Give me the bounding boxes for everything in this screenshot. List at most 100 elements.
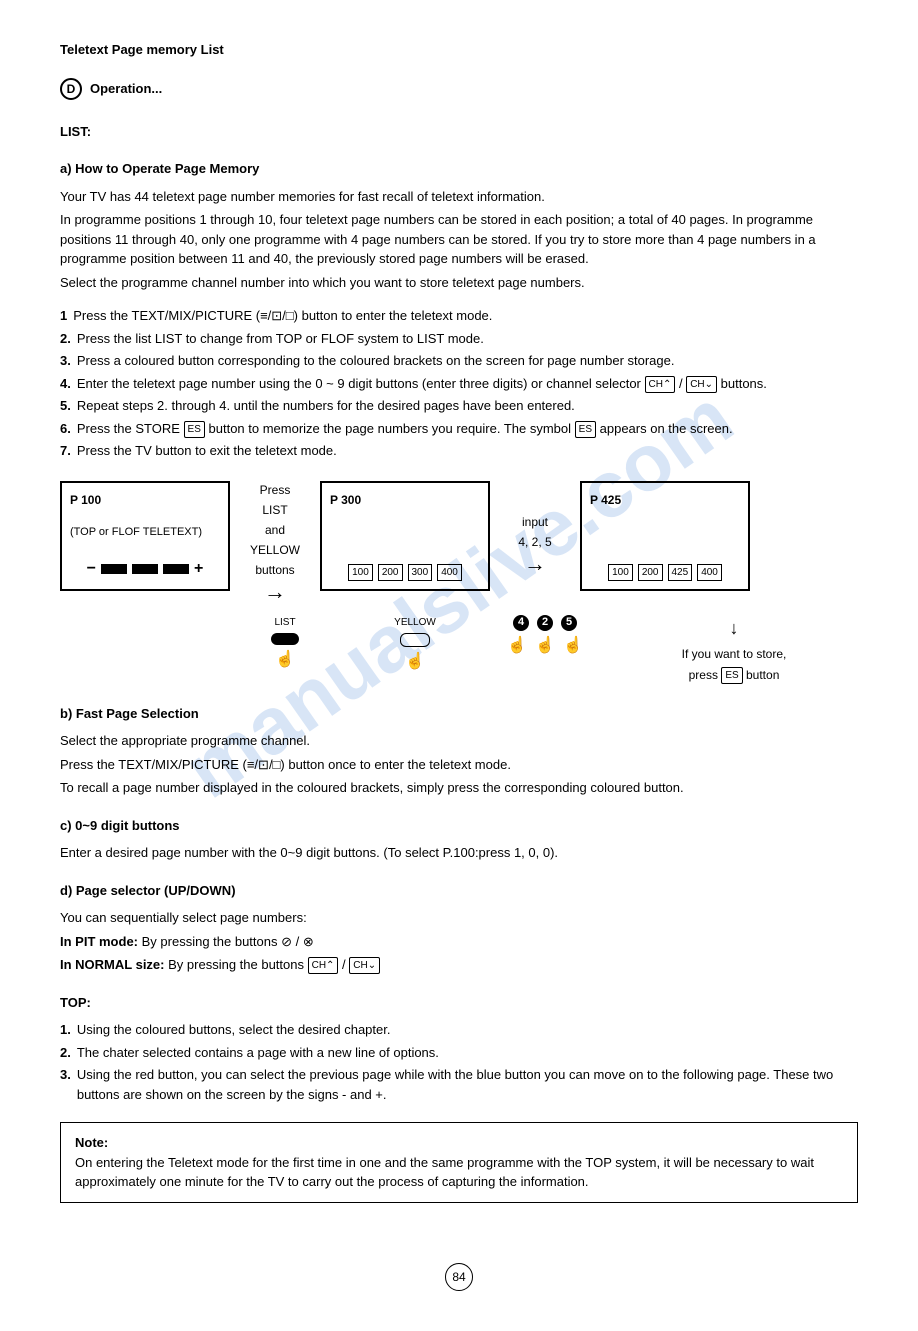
section-d-heading: d) Page selector (UP/DOWN) <box>60 881 858 901</box>
store-col: ↓ If you want to store, press ES button <box>590 615 858 684</box>
between-text: and <box>265 521 285 539</box>
below-diagram: LIST ☝ YELLOW ☝ 4 2 5 ☝ ☝ ☝ ↓ If you wan… <box>60 615 858 684</box>
yellow-label: YELLOW <box>394 615 436 630</box>
store-text-1: If you want to store, <box>682 645 787 663</box>
between-text: input <box>522 513 548 531</box>
page-num-box: 100 <box>348 564 373 581</box>
page-num-box: 200 <box>638 564 663 581</box>
step-num: 1 <box>60 306 67 326</box>
es-icon: ES <box>184 421 205 438</box>
page-num-box: 200 <box>378 564 403 581</box>
section-c-heading: c) 0~9 digit buttons <box>60 816 858 836</box>
ch-down-icon: CH⌄ <box>349 957 380 974</box>
es-icon: ES <box>575 421 596 438</box>
page-num-box: 300 <box>408 564 433 581</box>
between-text: 4, 2, 5 <box>518 533 551 551</box>
note-box: Note: On entering the Teletext mode for … <box>60 1122 858 1203</box>
section-b-p3: To recall a page number displayed in the… <box>60 778 858 798</box>
es-icon: ES <box>721 667 742 684</box>
ch-down-icon: CH⌄ <box>686 376 717 393</box>
screen-1: P 100 (TOP or FLOF TELETEXT) − + <box>60 481 230 591</box>
step-2: 2. Press the list LIST to change from TO… <box>60 329 858 349</box>
note-heading: Note: <box>75 1133 843 1153</box>
minus-icon: − <box>87 557 96 581</box>
step-num: 1. <box>60 1020 71 1040</box>
screen-2-title: P 300 <box>330 491 480 509</box>
top-step-1: 1. Using the coloured buttons, select th… <box>60 1020 858 1040</box>
arrow-right-icon: → <box>264 581 286 603</box>
section-d-p1: You can sequentially select page numbers… <box>60 908 858 928</box>
list-label: LIST <box>274 615 295 630</box>
section-b-p2: Press the TEXT/MIX/PICTURE (≡/⊡/□) butto… <box>60 755 858 775</box>
step-text: The chater selected contains a page with… <box>77 1043 439 1063</box>
plus-icon: + <box>194 557 203 581</box>
pit-label: In PIT mode: <box>60 934 138 949</box>
step-text: Enter the teletext page number using the… <box>77 374 767 394</box>
step-5: 5. Repeat steps 2. through 4. until the … <box>60 396 858 416</box>
digit-circle: 4 <box>513 615 529 631</box>
step-num: 3. <box>60 1065 71 1104</box>
step-6: 6. Press the STORE ES button to memorize… <box>60 419 858 439</box>
step-num: 2. <box>60 1043 71 1063</box>
between-2: input 4, 2, 5 → <box>500 481 570 575</box>
note-text: On entering the Teletext mode for the fi… <box>75 1153 843 1192</box>
store-text-2: press ES button <box>689 666 780 684</box>
screen-2: P 300 100 200 300 400 <box>320 481 490 591</box>
page-num-box: 425 <box>668 564 693 581</box>
section-a-p1: Your TV has 44 teletext page number memo… <box>60 187 858 207</box>
page-number: 84 <box>445 1263 473 1291</box>
section-a-p3: Select the programme channel number into… <box>60 273 858 293</box>
page-title: Teletext Page memory List <box>60 40 858 60</box>
color-block <box>132 564 158 574</box>
step-num: 2. <box>60 329 71 349</box>
top-step-3: 3. Using the red button, you can select … <box>60 1065 858 1104</box>
step-text: Using the red button, you can select the… <box>77 1065 858 1104</box>
yellow-button-col: YELLOW ☝ <box>330 615 500 684</box>
screen-1-mid: (TOP or FLOF TELETEXT) <box>70 524 220 541</box>
hand-icon: ☝ <box>507 634 527 658</box>
color-block <box>101 564 127 574</box>
step-text: Using the coloured buttons, select the d… <box>77 1020 391 1040</box>
hand-icon: ☝ <box>275 648 295 672</box>
operation-label: Operation... <box>90 79 162 99</box>
between-text: LIST <box>262 501 287 519</box>
step-7: 7. Press the TV button to exit the telet… <box>60 441 858 461</box>
step-4: 4. Enter the teletext page number using … <box>60 374 858 394</box>
page-num-box: 400 <box>437 564 462 581</box>
section-d-normal: In NORMAL size: By pressing the buttons … <box>60 955 858 975</box>
step-text: Press a coloured button corresponding to… <box>77 351 675 371</box>
hand-icon: ☝ <box>405 650 425 674</box>
section-d-pit: In PIT mode: By pressing the buttons ⊘ /… <box>60 932 858 952</box>
section-a-p2: In programme positions 1 through 10, fou… <box>60 210 858 269</box>
step-num: 5. <box>60 396 71 416</box>
screen-3-bottom: 100 200 425 400 <box>590 564 740 581</box>
between-text: Press <box>260 481 291 499</box>
screen-3-title: P 425 <box>590 491 740 509</box>
step-text: Press the TV button to exit the teletext… <box>77 441 337 461</box>
section-c-p1: Enter a desired page number with the 0~9… <box>60 843 858 863</box>
list-heading: LIST: <box>60 122 858 142</box>
hand-icon: ☝ <box>535 634 555 658</box>
section-a-heading: a) How to Operate Page Memory <box>60 159 858 179</box>
yellow-button-icon <box>400 633 430 647</box>
screen-2-bottom: 100 200 300 400 <box>330 564 480 581</box>
normal-label: In NORMAL size: <box>60 957 165 972</box>
section-b-p1: Select the appropriate programme channel… <box>60 731 858 751</box>
page-num-box: 100 <box>608 564 633 581</box>
page-num-box: 400 <box>697 564 722 581</box>
screen-3: P 425 100 200 425 400 <box>580 481 750 591</box>
step-num: 6. <box>60 419 71 439</box>
pit-icons: ⊘ / ⊗ <box>281 934 314 949</box>
hand-row: ☝ ☝ ☝ <box>507 634 583 658</box>
top-heading: TOP: <box>60 993 858 1013</box>
color-block <box>163 564 189 574</box>
ch-up-icon: CH⌃ <box>645 376 676 393</box>
step-text: Press the STORE ES button to memorize th… <box>77 419 733 439</box>
arrow-right-icon: → <box>524 553 546 575</box>
digit-circle: 2 <box>537 615 553 631</box>
hand-icon: ☝ <box>563 634 583 658</box>
list-button-icon <box>271 633 299 645</box>
normal-text: By pressing the buttons <box>168 957 304 972</box>
digit-circle: 5 <box>561 615 577 631</box>
ch-up-icon: CH⌃ <box>308 957 339 974</box>
